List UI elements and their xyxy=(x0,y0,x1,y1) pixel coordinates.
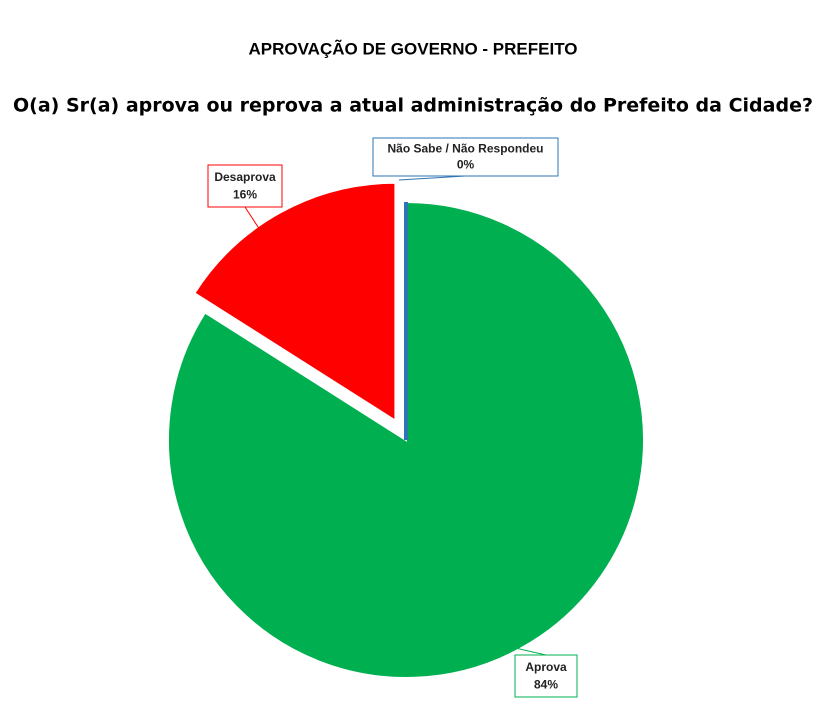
slice-label: Aprova xyxy=(525,660,567,674)
slice-label: Desaprova xyxy=(214,170,276,184)
callout-leader xyxy=(398,175,466,181)
callout-leader xyxy=(244,206,261,231)
slice-value-label: 16% xyxy=(233,187,257,201)
callout-leader xyxy=(479,639,547,656)
slice-value-label: 84% xyxy=(534,677,558,691)
pie-slice xyxy=(193,181,397,423)
slice-label: Não Sabe / Não Respondeu xyxy=(387,142,543,156)
chart-subtitle: O(a) Sr(a) aprova ou reprova a atual adm… xyxy=(13,95,813,117)
callout-box xyxy=(207,164,283,208)
chart-title: APROVAÇÃO DE GOVERNO - PREFEITO xyxy=(248,38,577,58)
slice-value-label: 0% xyxy=(457,158,475,172)
callout-box xyxy=(372,137,559,177)
callout-box xyxy=(514,654,578,698)
